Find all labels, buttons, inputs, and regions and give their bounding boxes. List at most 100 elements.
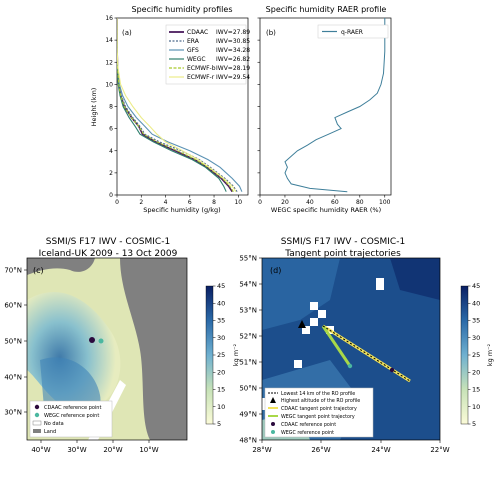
panel-c-colorbar-tick-label: 5 (217, 420, 221, 428)
panel-c-title-line2: Iceland-UK 2009 - 13 Oct 2009 (39, 249, 178, 259)
panel-d-legend-box (264, 387, 374, 438)
panel-a-series-ecmwf-r (117, 18, 237, 193)
panel-b: Specific humidity RAER profile (b) 0 20 40… (257, 5, 392, 214)
panel-c-colorbar-tick-label: 20 (217, 368, 225, 376)
panel-b-title: Specific humidity RAER profile (266, 5, 387, 14)
panel-a-legend-iwv: IWV=34.28 (216, 47, 250, 54)
panel-a-tag: (a) (122, 29, 132, 37)
panel-a-ytick-label: 4 (109, 148, 113, 155)
panel-c-land-greenland (27, 258, 95, 275)
panel-d-yticks: 55°N 54°N 53°N 52°N 51°N 50°N 49°N 48°N (239, 255, 262, 445)
panel-d-colorbar-tick-label: 20 (472, 368, 480, 376)
panel-d-xtick-label: 22°W (430, 446, 449, 454)
panel-a-xtick-label: 2 (139, 199, 143, 206)
panel-d-ytick-label: 53°N (239, 307, 257, 315)
panel-d-colorbar-tick-label: 35 (472, 317, 480, 325)
panel-c-colorbar (205, 285, 214, 425)
panel-d-colorbar-tick-label: 25 (472, 351, 480, 359)
panel-d-legend-wegc-traj-label: WEGC tangent point trajectory (281, 414, 355, 420)
panel-a-legend-name: CDAAC (187, 29, 208, 36)
panel-c-colorbar-ticks: 45 40 35 30 25 20 15 10 5 (213, 282, 225, 428)
panel-d-ytick-label: 51°N (239, 359, 257, 367)
panel-a-ytick-label: 14 (105, 37, 113, 44)
panel-c-colorbar-tick-label: 25 (217, 351, 225, 359)
panel-a-xtick-label: 6 (188, 199, 192, 206)
panel-d-wegc-trajectory (321, 325, 352, 367)
panel-a-ytick-label: 16 (105, 15, 113, 22)
panel-a-legend-box (165, 24, 247, 85)
panel-d-legend-wegc-point-label: WEGC reference point (281, 430, 334, 436)
panel-c-legend-land-label: Land (44, 429, 56, 435)
panel-c-ytick-label: 50°N (4, 338, 22, 346)
panel-c-legend-box (29, 400, 113, 438)
panel-d-legend-highest-marker (270, 397, 276, 403)
panel-c: SSMI/S F17 IWV - COSMIC-1 Iceland-UK 200… (4, 237, 240, 454)
panel-b-legend: q-RAER (317, 24, 389, 39)
panel-c-legend-land-swatch (33, 429, 41, 433)
panel-d-wegc-point (347, 363, 353, 369)
panel-b-xlabel: WEGC specific humidity RAER (%) (271, 206, 381, 214)
panel-d-title-line1: SSMI/S F17 IWV - COSMIC-1 (281, 237, 405, 247)
panel-a-xlabel: Specific humidity (g/kg) (143, 206, 220, 214)
panel-b-series-q-raer (284, 18, 386, 193)
panel-d-ro-lowest-14km (322, 325, 411, 382)
panel-b-xtick-label: 60 (331, 199, 339, 206)
panel-a-xticks: 0 2 4 6 8 10 (115, 195, 242, 206)
panel-a-yticks: 0 2 4 6 8 10 12 14 16 (105, 15, 117, 199)
panel-c-legend-cdaac-label: CDAAC reference point (44, 405, 101, 411)
panel-a-series-ecmwf-b (117, 18, 234, 193)
panel-d-xticks: 28°W 26°W 24°W 22°W (252, 440, 450, 454)
panel-d-axes (261, 257, 441, 441)
panel-a-ylabel: Height (km) (90, 88, 98, 127)
panel-c-axes (26, 257, 188, 441)
panel-d-ytick-label: 49°N (239, 411, 257, 419)
panel-c-yticks: 70°N 60°N 50°N 40°N 30°N (4, 267, 27, 417)
panel-c-colorbar-tick-label: 30 (217, 334, 225, 342)
panel-a-legend: CDAAC IWV=27.89 ERA IWV=30.85 GFS IWV=34.28 WE… (165, 24, 250, 85)
panel-c-colorbar-tick-label: 15 (217, 386, 225, 394)
panel-a-legend-name: ERA (187, 38, 200, 45)
panel-a-xtick-label: 8 (212, 199, 216, 206)
panel-a-xtick-label: 10 (234, 199, 242, 206)
panel-b-xtick-label: 40 (306, 199, 314, 206)
panel-c-colorbar-tick-label: 45 (217, 282, 225, 290)
panel-c-colorbar-tick-label: 10 (217, 403, 225, 411)
panel-c-colorbar-unit: kg m⁻² (232, 343, 240, 366)
panel-c-legend: CDAAC reference point WEGC reference poi… (29, 400, 113, 438)
panel-c-xtick-label: 40°W (31, 446, 50, 454)
panel-a-legend-iwv: IWV=29.54 (216, 74, 250, 81)
panel-b-xticks: 0 20 40 60 80 100 (258, 195, 391, 206)
panel-d-colorbar-tick-label: 5 (472, 420, 476, 428)
panel-a-legend-name: ECMWF-b (187, 65, 216, 72)
panel-c-tag: (c) (33, 266, 44, 275)
panel-d-legend-cdaac-point-marker (271, 422, 275, 426)
panel-a-series (117, 18, 243, 193)
panel-b-xtick-label: 80 (356, 199, 364, 206)
panel-c-xtick-label: 20°W (103, 446, 122, 454)
panel-d-ytick-label: 48°N (239, 437, 257, 445)
panel-c-xtick-label: 10°W (139, 446, 158, 454)
panel-d-cdaac-point (389, 367, 395, 373)
panel-a-legend-iwv: IWV=28.19 (216, 65, 250, 72)
panel-d-tag: (d) (270, 266, 281, 275)
panel-d-ytick-label: 52°N (239, 333, 257, 341)
panel-d-nodata-7 (376, 278, 384, 290)
panel-d-legend-cdaac-traj-label: CDAAC tangent point trajectory (281, 406, 357, 412)
panel-c-land-europe (120, 258, 187, 440)
panel-d-colorbar-tick-label: 45 (472, 282, 480, 290)
panel-a-xtick-label: 0 (115, 199, 119, 206)
panel-c-ytick-label: 70°N (4, 267, 22, 275)
panel-d-nodata-3 (310, 318, 318, 326)
panel-b-series (284, 18, 386, 193)
panel-d-title-line2: Tangent point trajectories (284, 249, 401, 259)
panel-a-legend-name: ECMWF-r (187, 74, 215, 81)
panel-d-colorbar-tick-label: 15 (472, 386, 480, 394)
panel-d-nodata-1 (310, 302, 318, 310)
panel-c-ytick-label: 40°N (4, 374, 22, 382)
panel-d-xtick-label: 28°W (252, 446, 271, 454)
panel-b-axes (259, 17, 392, 196)
panel-d-nodata-6 (294, 360, 302, 368)
panel-d-nodata-2 (318, 310, 326, 318)
panel-c-ytick-label: 60°N (4, 302, 22, 310)
panel-a-title: Specific humidity profiles (132, 5, 233, 14)
